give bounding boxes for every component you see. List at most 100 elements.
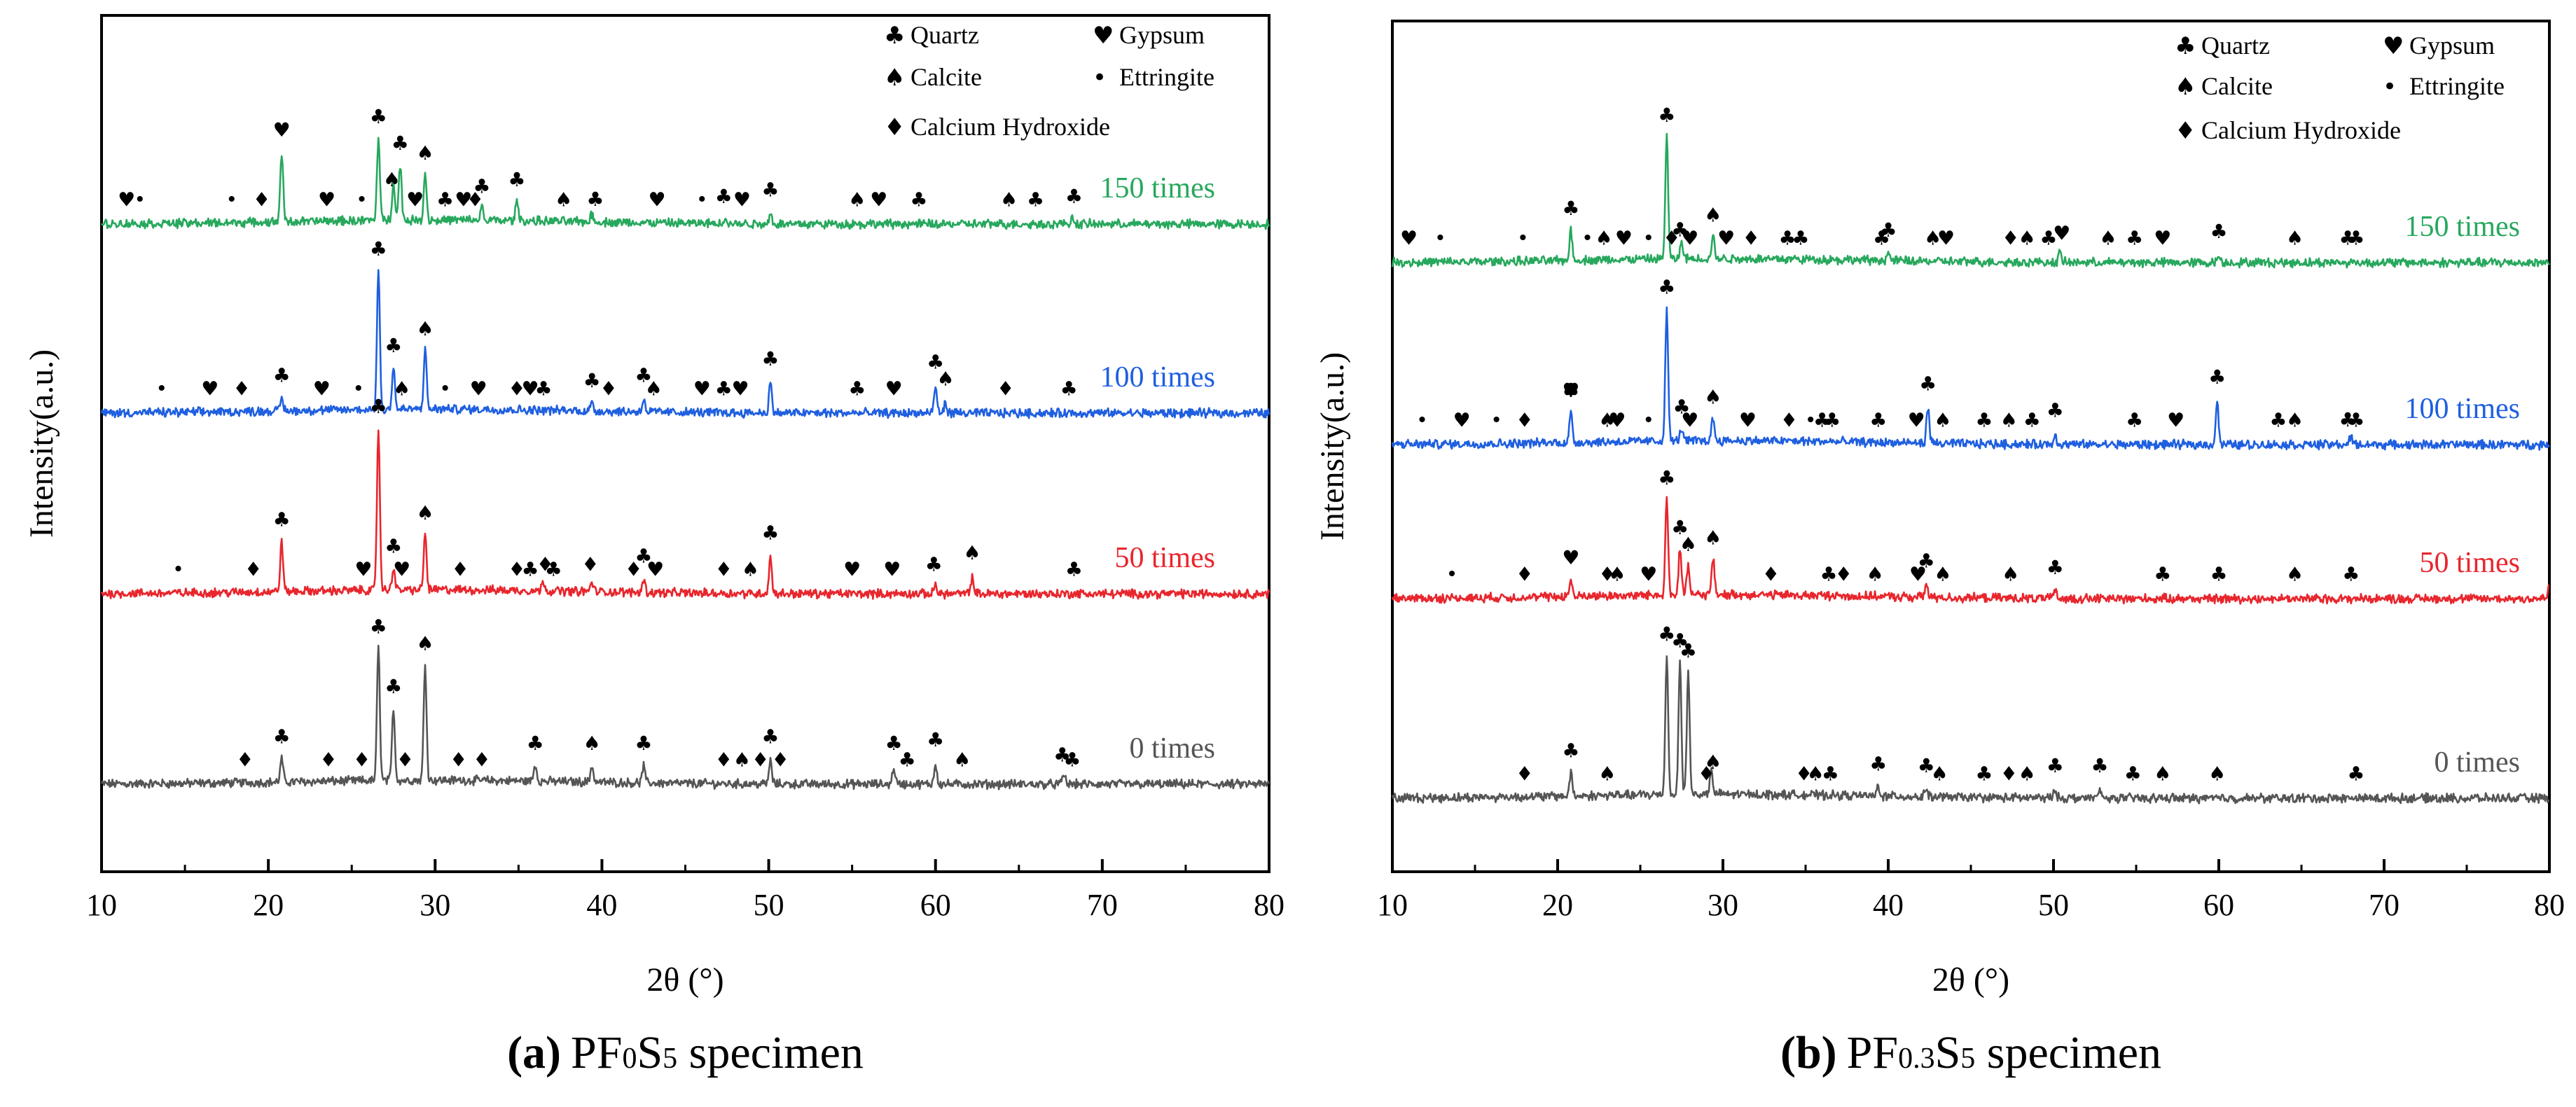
spade-icon: ♠: [583, 732, 601, 755]
caption-tail: specimen: [677, 1027, 864, 1078]
diamond-icon: ♦: [1516, 563, 1533, 586]
club-icon: ♣: [2339, 227, 2357, 250]
y-axis-label: Intensity(a.u.): [23, 349, 60, 538]
series-line-150-times: [1391, 132, 2551, 269]
diamond-icon: ♦: [466, 188, 484, 211]
spade-icon: ♠: [884, 64, 905, 92]
dot-icon: •: [439, 377, 451, 401]
x-tick-label: 30: [420, 888, 450, 922]
series-label: 150 times: [1100, 172, 1216, 204]
heart-icon: ♥: [1615, 227, 1633, 250]
diamond-icon: ♦: [997, 377, 1014, 401]
heart-icon: ♥: [843, 558, 861, 581]
y-axis-label: Intensity(a.u.): [1314, 352, 1351, 541]
club-icon: ♣: [473, 175, 490, 198]
club-icon: ♣: [535, 377, 553, 401]
dot-icon: •: [1416, 409, 1428, 432]
dot-icon: •: [1517, 227, 1529, 250]
club-icon: ♣: [2023, 409, 2041, 432]
diamond-icon: ♦: [625, 558, 642, 581]
spade-icon: ♠: [733, 749, 751, 772]
club-icon: ♣: [586, 188, 604, 211]
spade-icon: ♠: [1867, 563, 1884, 586]
club-icon: ♣: [884, 22, 905, 50]
legend-label: Calcite: [2201, 72, 2273, 100]
club-icon: ♣: [761, 347, 779, 370]
heart-icon: ♥: [470, 377, 487, 401]
spade-icon: ♠: [2208, 763, 2226, 786]
series-label: 50 times: [1115, 542, 1216, 574]
heart-icon: ♥: [455, 188, 472, 211]
club-icon: ♣: [1919, 372, 1937, 395]
club-icon: ♣: [392, 132, 409, 155]
heart-icon: ♥: [1681, 409, 1698, 432]
heart-icon: ♥: [648, 188, 665, 211]
caption-s: S: [1935, 1027, 1961, 1078]
series-label: 50 times: [2420, 547, 2521, 579]
heart-icon: ♥: [521, 377, 539, 401]
club-icon: ♣: [1879, 218, 1897, 242]
dot-icon: •: [696, 188, 708, 211]
spade-icon: ♠: [1000, 188, 1018, 211]
club-icon: ♣: [927, 351, 944, 374]
legend-label: Quartz: [910, 21, 979, 49]
dot-icon: •: [1093, 64, 1107, 92]
diamond-icon: ♦: [396, 749, 414, 772]
club-icon: ♣: [1671, 516, 1689, 539]
series-line-100-times: [1391, 306, 2551, 451]
x-axis-label: 2θ (°): [646, 961, 723, 998]
heart-icon: ♥: [1562, 379, 1579, 402]
heart-icon: ♥: [273, 118, 291, 141]
diamond-icon: ♦: [233, 377, 250, 401]
dot-icon: •: [1434, 227, 1446, 250]
panel-caption: (b) PF0.3S5 specimen: [1780, 1027, 2161, 1078]
spade-icon: ♠: [2286, 409, 2304, 432]
heart-icon: ♥: [354, 558, 372, 581]
series-label: 100 times: [2405, 393, 2521, 425]
spade-icon: ♠: [383, 168, 401, 191]
heart-icon: ♥: [1681, 227, 1698, 250]
club-icon: ♣: [2126, 409, 2143, 432]
diamond-icon: ♦: [253, 188, 270, 211]
dot-icon: •: [1643, 227, 1655, 250]
series-line-50-times: [1391, 496, 2550, 605]
legend-label: Calcite: [910, 63, 982, 91]
legend-label: Quartz: [2201, 32, 2270, 60]
caption-pf-sub: 0.3: [1898, 1043, 1935, 1075]
series-label: 150 times: [2405, 211, 2521, 243]
diamond-icon: ♦: [1516, 763, 1533, 786]
spade-icon: ♠: [416, 501, 434, 524]
heart-icon: ♥: [2167, 409, 2184, 432]
phase-markers: ♦♣♠♣♣♣♦♠♦♠♣ ♣ ♣♠ ♣ ♦ ♠ ♣ ♣ ♣ ♠ ♠ ♣• ♦♥♦♠ ♥♣♣♠ ♠♦ ♣♦ ♠ ♥♣♠…: [1400, 104, 2364, 786]
club-icon: ♣: [2091, 754, 2109, 777]
club-icon: ♣: [2208, 365, 2226, 389]
x-tick-label: 70: [2369, 888, 2400, 922]
heart-icon: ♥: [1562, 546, 1579, 569]
diamond-icon: ♦: [2175, 117, 2196, 145]
club-icon: ♣: [1680, 639, 1697, 662]
diamond-icon: ♦: [450, 749, 467, 772]
spade-icon: ♠: [2286, 227, 2304, 250]
x-axis: 10 20 30 40 50 60 70 80: [86, 859, 1284, 922]
dot-icon: •: [172, 558, 184, 581]
club-icon: ♣: [521, 558, 539, 581]
spade-icon: ♠: [1934, 409, 1951, 432]
spade-icon: ♠: [2154, 763, 2171, 786]
series-line-50-times: [100, 429, 1270, 600]
caption-pf-sub: 0: [622, 1043, 637, 1075]
club-icon: ♣: [848, 377, 866, 401]
club-icon: ♣: [1975, 763, 1993, 786]
dot-icon: •: [134, 188, 146, 211]
club-icon: ♣: [385, 534, 402, 557]
x-tick-label: 10: [86, 888, 117, 922]
x-tick-label: 70: [1087, 888, 1118, 922]
club-icon: ♣: [545, 558, 562, 581]
diamond-icon: ♦: [1835, 563, 1853, 586]
diamond-icon: ♦: [884, 113, 905, 141]
spade-icon: ♠: [1598, 409, 1616, 432]
club-icon: ♣: [635, 545, 652, 568]
dot-icon: •: [155, 377, 167, 401]
phase-markers: ♦♣♦ ♦♣♣♦♠♦ ♦♣ ♠ ♣♦ ♠ ♦♣♦♣♣♣♠ ♣♣• ♦♣•♥♣♣♥♠♦ ♦♣♦♣ ♦ ♦…: [118, 105, 1083, 772]
club-icon: ♣: [1873, 227, 1890, 250]
spade-icon: ♠: [964, 541, 981, 564]
